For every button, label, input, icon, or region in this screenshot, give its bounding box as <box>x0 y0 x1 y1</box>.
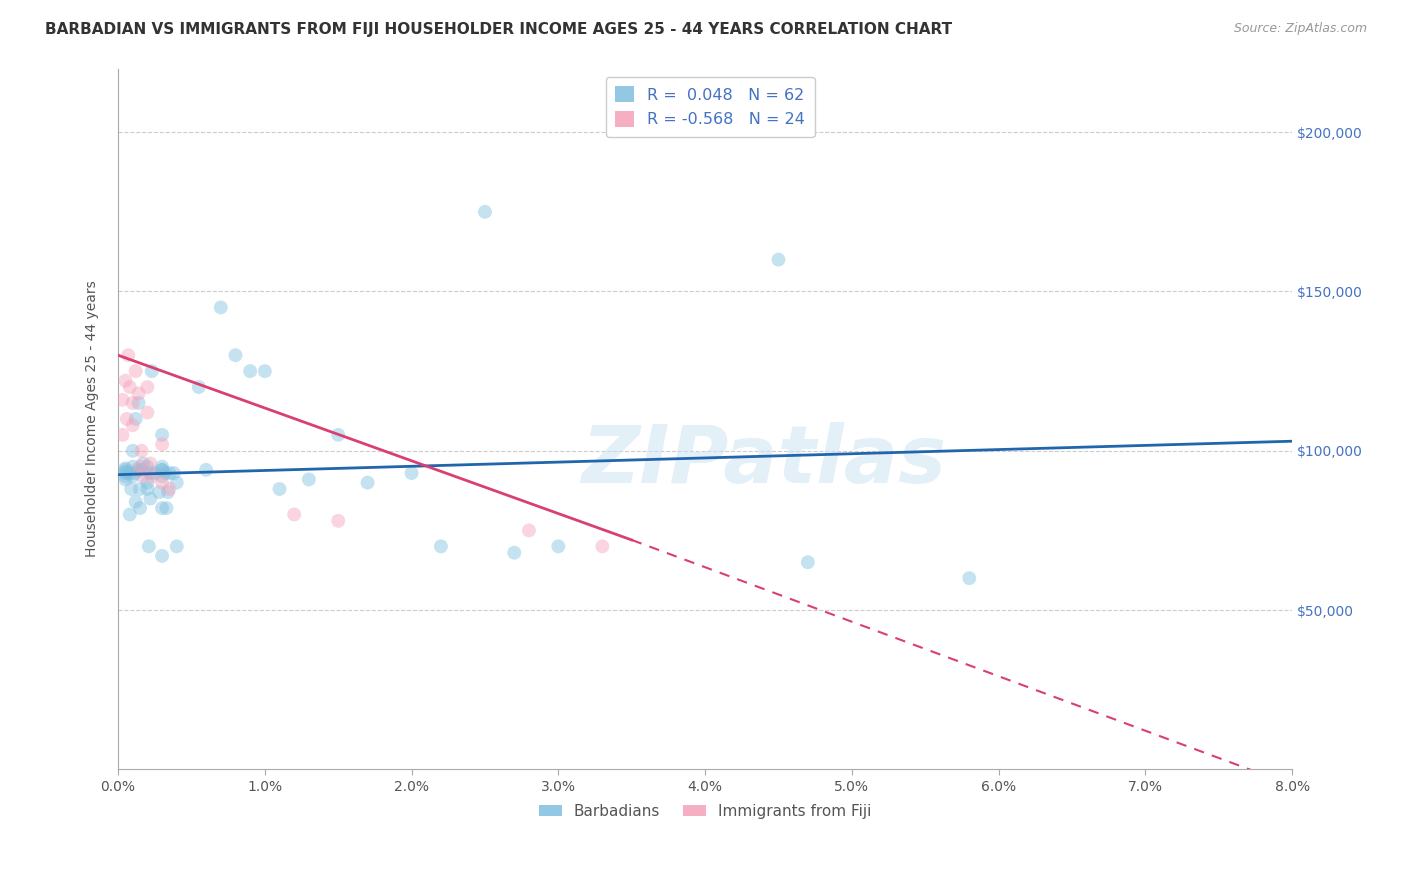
Point <box>195 463 218 477</box>
Point <box>118 508 141 522</box>
Point <box>136 475 159 490</box>
Point <box>253 364 276 378</box>
Point <box>127 463 149 477</box>
Point <box>114 466 136 480</box>
Point <box>141 364 163 378</box>
Point <box>153 466 176 480</box>
Point <box>209 301 232 315</box>
Point <box>150 459 173 474</box>
Point <box>118 380 141 394</box>
Point <box>138 539 160 553</box>
Point <box>129 482 152 496</box>
Point <box>121 418 143 433</box>
Point <box>166 539 188 553</box>
Point <box>517 524 540 538</box>
Point <box>150 437 173 451</box>
Point <box>121 443 143 458</box>
Point <box>328 514 350 528</box>
Point <box>150 549 173 563</box>
Point <box>157 482 180 496</box>
Point <box>111 392 134 407</box>
Point <box>121 459 143 474</box>
Point <box>283 508 305 522</box>
Point <box>187 380 209 394</box>
Point <box>239 364 262 378</box>
Point <box>356 475 378 490</box>
Point <box>121 469 143 483</box>
Point <box>150 475 173 490</box>
Point <box>328 427 350 442</box>
Point <box>121 396 143 410</box>
Point <box>139 457 162 471</box>
Point <box>157 466 180 480</box>
Point <box>166 475 188 490</box>
Point <box>129 459 152 474</box>
Y-axis label: Householder Income Ages 25 - 44 years: Householder Income Ages 25 - 44 years <box>86 281 100 558</box>
Point <box>156 485 179 500</box>
Point <box>503 546 526 560</box>
Point <box>547 539 569 553</box>
Point <box>143 466 166 480</box>
Point <box>136 459 159 474</box>
Point <box>768 252 790 267</box>
Point <box>114 374 136 388</box>
Point <box>401 466 423 480</box>
Point <box>132 469 155 483</box>
Point <box>111 427 134 442</box>
Point <box>136 380 159 394</box>
Point <box>430 539 453 553</box>
Point <box>298 472 321 486</box>
Point <box>957 571 980 585</box>
Point <box>163 466 186 480</box>
Point <box>114 465 136 479</box>
Point <box>136 405 159 419</box>
Point <box>148 485 170 500</box>
Point <box>474 205 496 219</box>
Point <box>124 412 146 426</box>
Point <box>269 482 291 496</box>
Point <box>120 482 142 496</box>
Point <box>150 469 173 483</box>
Point <box>114 472 136 486</box>
Point <box>124 364 146 378</box>
Point <box>797 555 820 569</box>
Text: Source: ZipAtlas.com: Source: ZipAtlas.com <box>1233 22 1367 36</box>
Point <box>139 491 162 506</box>
Point <box>150 501 173 516</box>
Text: ZIPatlas: ZIPatlas <box>581 422 946 500</box>
Point <box>150 463 173 477</box>
Point <box>131 463 153 477</box>
Point <box>150 427 173 442</box>
Point <box>117 348 139 362</box>
Text: BARBADIAN VS IMMIGRANTS FROM FIJI HOUSEHOLDER INCOME AGES 25 - 44 YEARS CORRELAT: BARBADIAN VS IMMIGRANTS FROM FIJI HOUSEH… <box>45 22 952 37</box>
Point <box>128 386 150 401</box>
Point <box>114 461 136 475</box>
Point <box>136 482 159 496</box>
Point <box>124 494 146 508</box>
Point <box>124 466 146 480</box>
Point <box>114 469 136 483</box>
Point <box>155 501 177 516</box>
Point <box>150 463 173 477</box>
Point <box>115 412 138 426</box>
Point <box>114 463 136 477</box>
Point <box>131 443 153 458</box>
Point <box>129 501 152 516</box>
Point <box>132 457 155 471</box>
Point <box>128 396 150 410</box>
Point <box>118 466 141 480</box>
Point <box>224 348 246 362</box>
Legend: Barbadians, Immigrants from Fiji: Barbadians, Immigrants from Fiji <box>533 797 877 825</box>
Point <box>139 466 162 480</box>
Point <box>591 539 613 553</box>
Point <box>141 469 163 483</box>
